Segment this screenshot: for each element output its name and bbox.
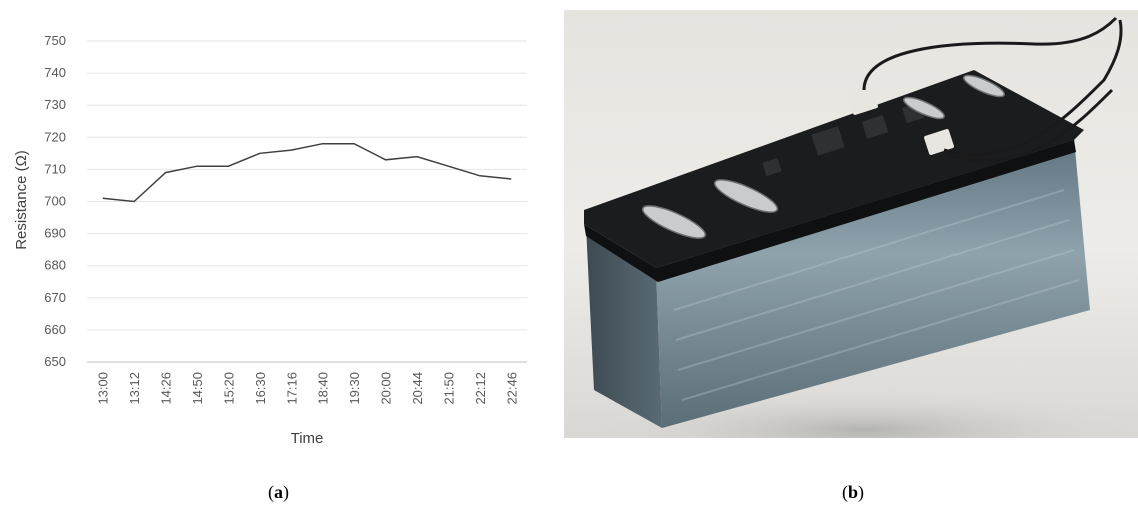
y-tick-label: 700 bbox=[44, 194, 66, 209]
x-tick-label: 16:30 bbox=[253, 372, 268, 405]
y-tick-label: 670 bbox=[44, 290, 66, 305]
caption-b: (b) bbox=[842, 482, 864, 503]
y-tick-label: 650 bbox=[44, 354, 66, 369]
x-axis-title: Time bbox=[291, 430, 324, 447]
x-tick-label: 22:46 bbox=[504, 372, 519, 405]
y-tick-label: 750 bbox=[44, 33, 66, 48]
sensor-device-photo bbox=[564, 10, 1138, 438]
caption-b-open: ( bbox=[842, 482, 848, 502]
y-tick-label: 720 bbox=[44, 129, 66, 144]
block-front-face bbox=[656, 138, 1090, 428]
caption-a-letter: a bbox=[274, 482, 283, 502]
y-tick-label: 690 bbox=[44, 226, 66, 241]
connector-top bbox=[848, 88, 878, 116]
y-tick-label: 660 bbox=[44, 322, 66, 337]
x-tick-label: 17:16 bbox=[284, 372, 299, 405]
x-tick-label: 13:00 bbox=[96, 372, 111, 405]
y-tick-label: 680 bbox=[44, 258, 66, 273]
y-tick-label: 740 bbox=[44, 65, 66, 80]
resistance-series-line bbox=[102, 142, 512, 203]
black-cables bbox=[862, 16, 1123, 163]
caption-b-close: ) bbox=[858, 482, 865, 502]
connector-right bbox=[924, 128, 954, 156]
x-tick-label: 13:12 bbox=[127, 372, 142, 405]
caption-a-open: ( bbox=[268, 482, 274, 502]
block-left-side bbox=[586, 226, 662, 428]
block-texture bbox=[673, 189, 1080, 401]
y-tick-label: 710 bbox=[44, 161, 66, 176]
x-tick-label: 21:50 bbox=[441, 372, 456, 405]
x-tick-label: 22:12 bbox=[473, 372, 488, 405]
x-tick-label: 19:30 bbox=[347, 372, 362, 405]
caption-b-letter: b bbox=[848, 482, 859, 502]
x-tick-labels: 13:00 13:12 14:26 14:50 15:20 16:30 17:16 18:40… bbox=[96, 372, 520, 405]
y-tick-labels: 650 660 670 680 690 700 710 720 730 740 750 bbox=[44, 33, 66, 369]
y-axis-title: Resistance (Ω) bbox=[13, 150, 30, 250]
x-tick-label: 18:40 bbox=[316, 372, 331, 405]
y-tick-label: 730 bbox=[44, 97, 66, 112]
pcb-board bbox=[584, 70, 1084, 268]
caption-a-close: ) bbox=[283, 482, 289, 502]
caption-a: (a) bbox=[268, 482, 289, 503]
x-tick-label: 15:20 bbox=[221, 372, 236, 405]
pcb-components bbox=[762, 102, 925, 177]
grid-lines bbox=[87, 40, 527, 363]
x-tick-label: 14:50 bbox=[190, 372, 205, 405]
x-tick-label: 20:44 bbox=[410, 372, 425, 405]
x-tick-label: 20:00 bbox=[379, 372, 394, 405]
x-tick-label: 14:26 bbox=[159, 372, 174, 405]
metal-clips bbox=[641, 74, 1005, 239]
